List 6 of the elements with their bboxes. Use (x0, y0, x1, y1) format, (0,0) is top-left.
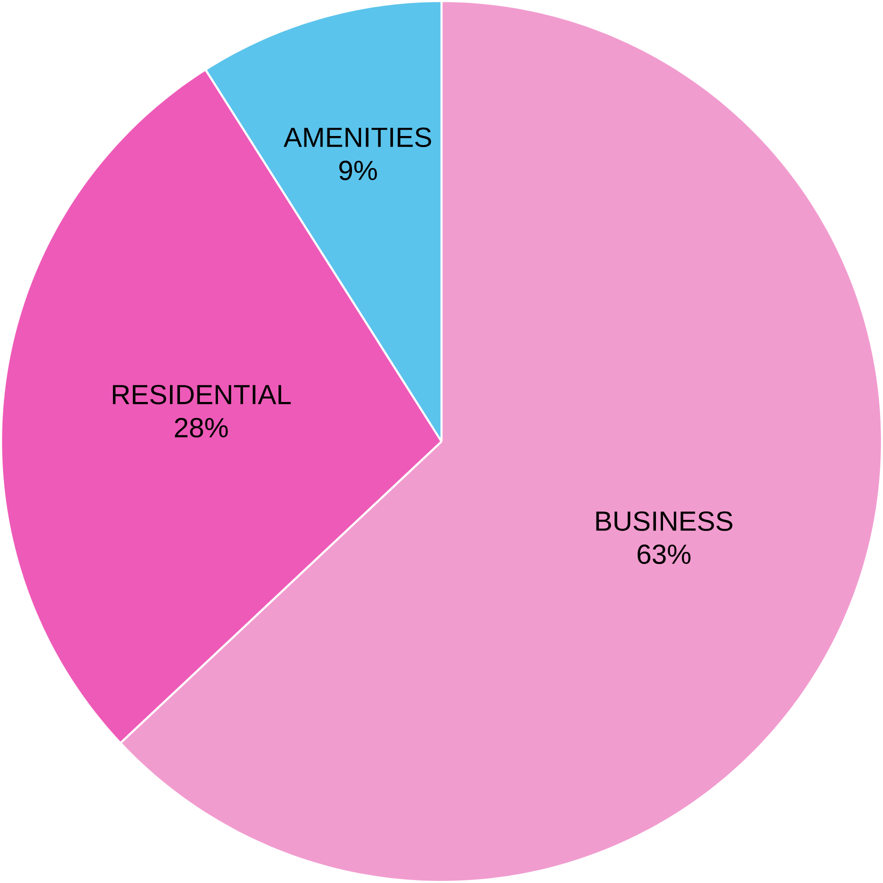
data-label: 28% (174, 418, 228, 438)
slice-label: RESIDENTIAL (112, 384, 291, 404)
data-label: 9% (339, 160, 377, 180)
slice-label: BUSINESS (596, 511, 732, 531)
data-label: 63% (638, 544, 690, 564)
slice-label: AMENITIES (284, 128, 432, 148)
